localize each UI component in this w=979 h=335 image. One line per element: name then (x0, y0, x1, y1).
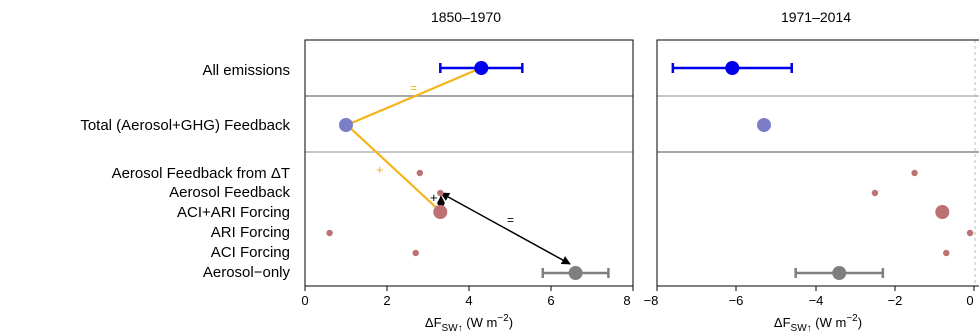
category-label: Aerosol Feedback from ΔT (112, 165, 290, 182)
left-panel-title: 1850–1970 (431, 9, 501, 25)
data-point (871, 189, 879, 197)
x-tick-label: 2 (383, 293, 390, 308)
data-point (943, 249, 950, 257)
right-panel-title: 1971–2014 (781, 9, 851, 25)
data-point (966, 229, 974, 237)
data-point (935, 205, 950, 219)
left-x-axis: 0 2 4 6 8 (301, 286, 634, 308)
category-label: Aerosol Feedback (169, 184, 290, 201)
data-point (412, 249, 419, 257)
right-x-axis-label: ΔFSW↑ (W m−2) (774, 313, 862, 334)
x-tick-label: −4 (809, 293, 824, 308)
left-x-axis-label: ΔFSW↑ (W m−2) (425, 313, 513, 334)
x-tick-label: −8 (644, 293, 659, 308)
black-arrow-to-aerosol-only (440, 192, 571, 265)
annotation-lines: = + + = (345, 66, 571, 265)
data-point (911, 169, 918, 177)
plus-annotation: + (376, 162, 384, 177)
x-tick-label: 6 (547, 293, 554, 308)
data-point (756, 118, 771, 132)
data-point (725, 61, 740, 75)
category-label: ARI Forcing (211, 224, 290, 241)
x-tick-label: 8 (623, 293, 630, 308)
right-plot-frame (656, 39, 979, 287)
right-x-axis: −8 −6 −4 −2 0 (644, 286, 975, 308)
category-label: ACI+ARI Forcing (177, 204, 290, 221)
data-point (416, 169, 423, 177)
x-tick-label: 0 (301, 293, 308, 308)
category-label: ACI Forcing (211, 244, 290, 261)
data-point (437, 189, 444, 197)
data-point (433, 205, 448, 219)
category-label: All emissions (202, 62, 290, 79)
x-tick-label: 0 (966, 293, 973, 308)
data-point (832, 266, 847, 280)
left-data-marks (326, 61, 610, 280)
right-data-marks (671, 61, 974, 280)
data-point (474, 61, 489, 75)
x-tick-label: 4 (465, 293, 472, 308)
data-point (339, 118, 353, 132)
data-point (326, 229, 333, 237)
x-tick-label: −2 (888, 293, 903, 308)
plus-annotation: + (430, 190, 438, 205)
category-label: Aerosol−only (203, 264, 291, 281)
equals-annotation: = (410, 81, 417, 95)
left-plot-frame (304, 39, 634, 287)
equals-annotation: = (507, 213, 514, 227)
category-label: Total (Aerosol+GHG) Feedback (80, 117, 290, 134)
x-tick-label: −6 (729, 293, 744, 308)
group-separators (305, 40, 979, 286)
data-point (568, 266, 583, 280)
category-labels: All emissions Total (Aerosol+GHG) Feedba… (80, 62, 290, 281)
